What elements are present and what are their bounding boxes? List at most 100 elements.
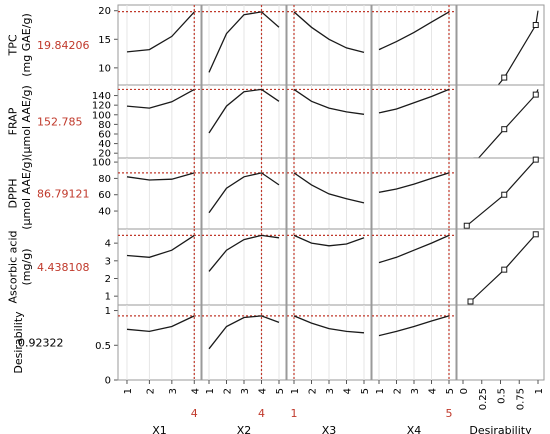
desirability-tick-label: 1 <box>534 388 545 394</box>
x-tick-label: 4 <box>190 388 201 394</box>
factor-current-2: 1 <box>291 407 298 420</box>
response-label-3: Ascorbic acid(mg/g) <box>6 231 33 304</box>
profile-panel <box>117 157 202 230</box>
x-tick-label: 2 <box>308 388 319 394</box>
y-tick-label: 15 <box>98 35 111 46</box>
profile-curve <box>126 315 195 333</box>
y-tick-label: 1 <box>105 292 111 303</box>
factor-current-3: 5 <box>446 407 453 420</box>
x-tick-label: 3 <box>410 388 421 394</box>
desirability-point <box>532 22 539 28</box>
profile-curve <box>208 172 280 214</box>
y-tick-label: 140 <box>92 91 111 102</box>
response-label-4: Desirability <box>12 311 25 374</box>
profile-panel <box>117 304 202 381</box>
x-tick-label: 3 <box>240 388 251 394</box>
profile-curve <box>126 172 195 181</box>
profile-curve <box>208 315 280 350</box>
profile-curve <box>293 172 365 204</box>
desirability-point <box>501 191 508 198</box>
x-tick-label: 2 <box>223 388 234 394</box>
desirability-panel <box>456 304 545 381</box>
x-tick-label: 1 <box>123 388 134 394</box>
profile-curve <box>293 11 365 54</box>
response-label-0: TPC(mg GAE/g) <box>6 13 33 76</box>
current-value-0: 19.84206 <box>37 39 90 52</box>
y-tick-label: 20 <box>98 149 111 160</box>
response-label-line: TPC <box>6 34 19 56</box>
factor-name-1: X2 <box>237 424 252 434</box>
profile-panel <box>117 4 202 86</box>
y-tick-label: 1 <box>105 306 111 317</box>
desirability-tick-label: 0 <box>459 388 470 394</box>
y-tick-label: 3 <box>105 256 111 267</box>
desirability-point <box>467 298 474 305</box>
desirability-point <box>532 91 539 98</box>
desirability-point <box>501 266 508 273</box>
desirability-axis-name: Desirability <box>469 424 532 434</box>
y-tick-label: 0 <box>105 376 111 387</box>
profile-curve <box>126 11 195 53</box>
x-tick-label: 1 <box>375 388 386 394</box>
profile-curve <box>208 11 280 73</box>
x-tick-label: 2 <box>393 388 404 394</box>
y-tick-label: 40 <box>98 139 111 150</box>
x-tick-label: 1 <box>205 388 216 394</box>
desirability-point <box>532 231 539 238</box>
response-label-line: (mg GAE/g) <box>20 13 33 76</box>
desirability-tick-label: 0.25 <box>478 388 489 410</box>
response-label-line: (µmol AAE/g) <box>20 157 33 230</box>
y-tick-label: 40 <box>98 207 111 218</box>
response-label-line: DPPH <box>6 178 19 208</box>
profile-curve <box>126 88 195 109</box>
profile-curve <box>293 234 365 247</box>
y-tick-label: 4 <box>105 239 111 250</box>
profile-curve <box>378 234 450 264</box>
desirability-panel <box>456 157 545 230</box>
y-tick-label: 60 <box>98 129 111 140</box>
profile-panel <box>117 228 202 306</box>
response-label-line: Ascorbic acid <box>6 231 19 304</box>
x-tick-label: 5 <box>275 388 286 394</box>
y-tick-label: 80 <box>98 174 111 185</box>
desirability-point <box>501 74 508 81</box>
y-tick-label: 0.5 <box>95 341 111 352</box>
x-tick-label: 4 <box>428 388 439 394</box>
factor-current-0: 4 <box>191 407 198 420</box>
x-tick-label: 3 <box>168 388 179 394</box>
profile-curve <box>378 88 450 114</box>
x-tick-label: 1 <box>290 388 301 394</box>
response-label-1: FRAP(µmol AAE/g) <box>6 85 33 158</box>
desirability-tick-label: 0.75 <box>515 388 526 410</box>
desirability-point <box>532 156 539 163</box>
current-value-1: 152.785 <box>37 116 83 129</box>
x-tick-label: 2 <box>145 388 156 394</box>
desirability-panel <box>456 84 545 159</box>
profile-curve <box>208 234 280 272</box>
factor-name-2: X3 <box>322 424 337 434</box>
current-value-3: 4.438108 <box>37 261 90 274</box>
y-tick-label: 10 <box>98 63 111 74</box>
current-value-2: 86.79121 <box>37 188 90 201</box>
x-tick-label: 5 <box>445 388 456 394</box>
response-label-line: (µmol AAE/g) <box>20 85 33 158</box>
y-tick-label: 80 <box>98 120 111 131</box>
y-tick-label: 120 <box>92 101 111 112</box>
y-tick-label: 100 <box>92 158 111 169</box>
x-tick-label: 4 <box>343 388 354 394</box>
y-tick-label: 20 <box>98 6 111 17</box>
y-tick-label: 100 <box>92 110 111 121</box>
current-value-4: 0.92322 <box>18 337 64 350</box>
profile-curve <box>126 234 195 258</box>
desirability-panel <box>456 4 545 86</box>
profile-curve <box>293 315 365 334</box>
profile-curve <box>378 315 450 337</box>
profile-panel <box>117 84 202 159</box>
x-tick-label: 5 <box>360 388 371 394</box>
response-label-2: DPPH(µmol AAE/g) <box>6 157 33 230</box>
profile-curve <box>208 88 280 134</box>
profile-curve <box>378 11 450 51</box>
factor-current-1: 4 <box>258 407 265 420</box>
response-label-line: Desirability <box>12 311 25 374</box>
